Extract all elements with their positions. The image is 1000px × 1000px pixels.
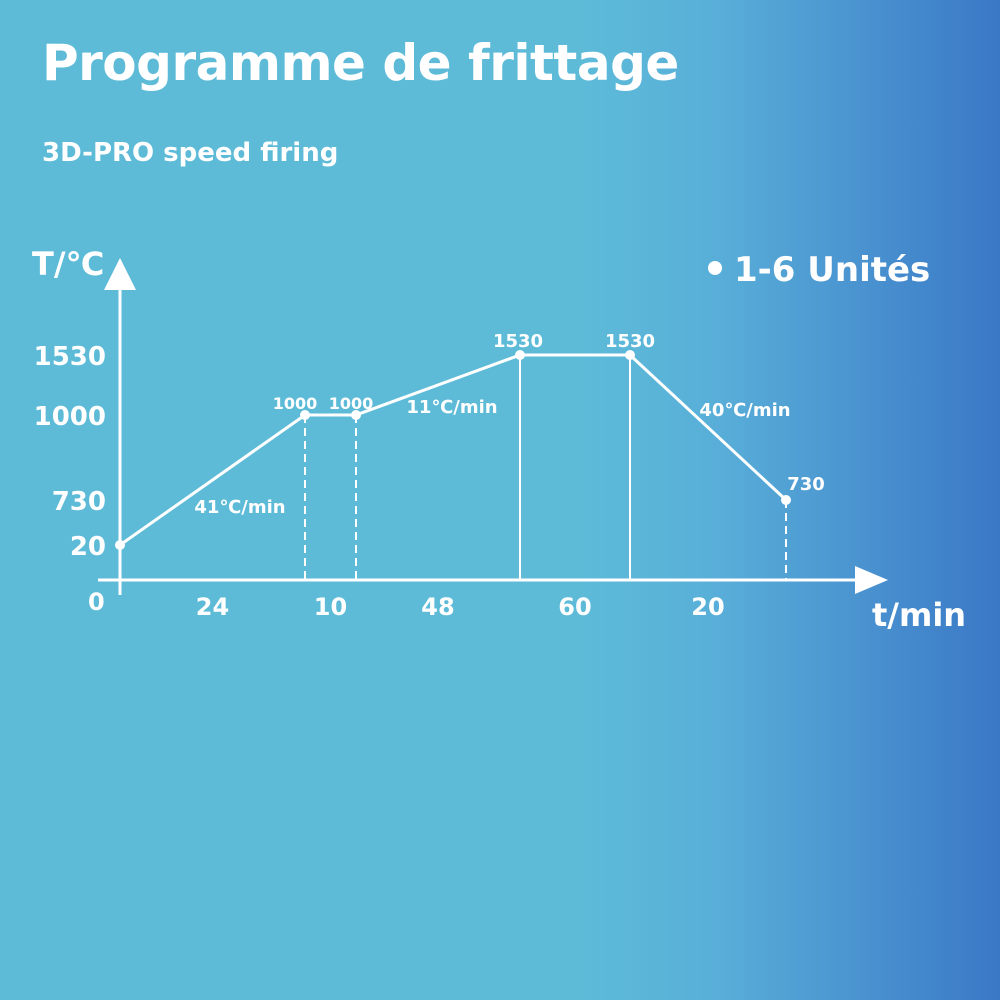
point-label: 1530 [605,331,655,352]
y-tick-label: 20 [70,532,106,562]
y-axis-label: T/℃ [32,245,104,283]
units-note: 1-6 Unités [708,250,930,290]
subtitle: 3D-PRO speed firing [42,138,339,168]
page-title: Programme de frittage [42,34,679,92]
x-segment-label: 20 [691,593,724,621]
y-tick-label: 1000 [34,402,106,432]
rate-label: 11℃/min [406,397,497,418]
data-point [515,350,525,360]
point-label: 1000 [329,394,374,413]
rate-label: 41℃/min [194,497,285,518]
units-label: 1-6 Unités [734,250,931,290]
y-tick-label: 1530 [34,342,106,372]
x-segment-label: 24 [196,593,229,621]
bullet-icon [708,260,722,275]
data-point [351,410,361,420]
y-axis-arrow-icon [104,258,136,290]
data-point [625,350,635,360]
x-axis-label: t/min [872,596,966,634]
y-tick-label: 730 [52,487,106,517]
point-label: 1530 [493,331,543,352]
origin-label: 0 [88,588,105,616]
x-segment-label: 48 [421,593,454,621]
point-label: 730 [787,474,825,495]
data-point [300,410,310,420]
x-segment-label: 60 [558,593,591,621]
x-segment-label: 10 [314,593,347,621]
rate-label: 40℃/min [699,400,790,421]
temperature-line [119,353,788,547]
x-axis-arrow-icon [855,566,888,594]
data-point [781,495,791,505]
data-point [115,540,125,550]
point-label: 1000 [273,394,318,413]
